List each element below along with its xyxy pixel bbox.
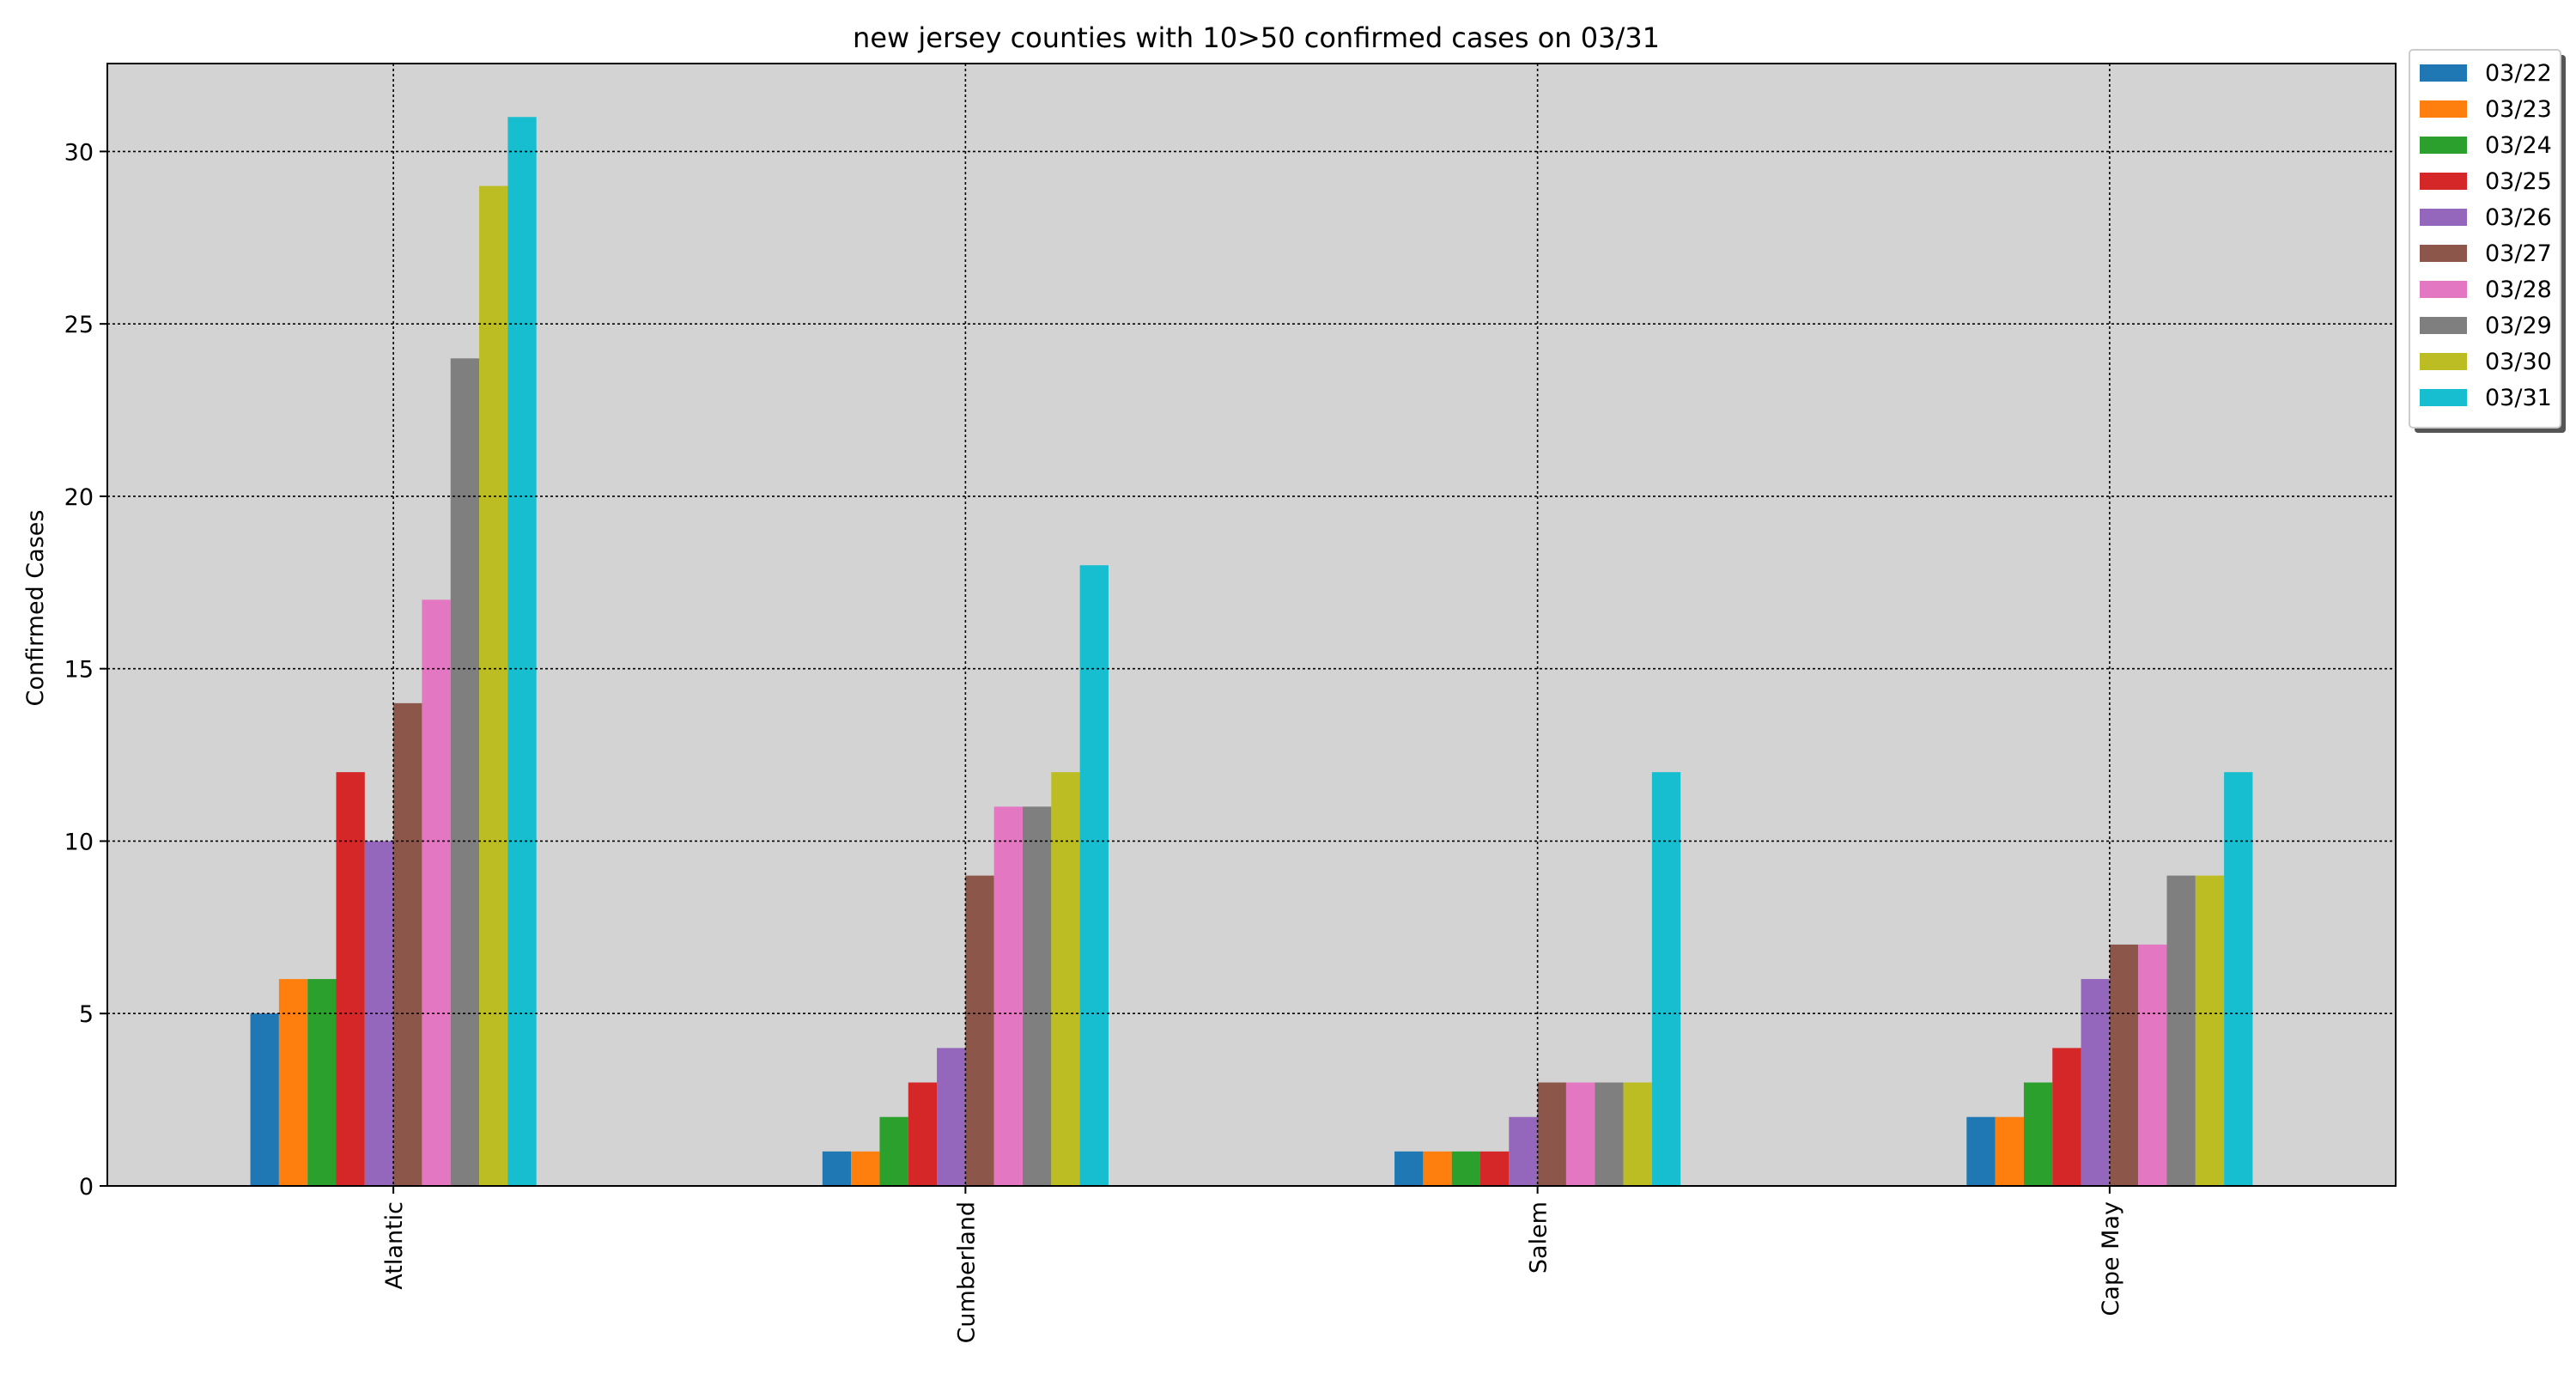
bar-03-29-salem [1595, 1082, 1624, 1186]
bar-03-25-atlantic [336, 772, 365, 1186]
bar-03-31-cape-may [2224, 772, 2253, 1186]
bar-03-31-salem [1651, 772, 1681, 1186]
bar-03-25-cape-may [2052, 1048, 2081, 1186]
legend-label-03-29: 03/29 [2485, 313, 2552, 339]
legend-swatch-03-23 [2420, 100, 2467, 118]
bar-03-29-atlantic [450, 358, 480, 1186]
bar-03-23-atlantic [278, 979, 308, 1186]
bar-03-26-cumberland [937, 1048, 966, 1186]
legend-swatch-03-28 [2420, 281, 2467, 298]
bar-03-22-atlantic [250, 1013, 279, 1186]
y-tick-label: 15 [64, 657, 94, 684]
bar-03-31-cumberland [1079, 565, 1109, 1186]
y-tick-label: 5 [79, 1001, 94, 1028]
x-tick-label-salem: Salem [1526, 1201, 1552, 1274]
legend-label-03-22: 03/22 [2485, 60, 2552, 87]
legend-label-03-25: 03/25 [2485, 168, 2552, 195]
bar-03-29-cumberland [1023, 806, 1052, 1186]
legend-swatch-03-31 [2420, 389, 2467, 406]
legend-label-03-24: 03/24 [2485, 132, 2552, 159]
x-tick-label-cape-may: Cape May [2098, 1201, 2124, 1316]
x-tick-label-atlantic: Atlantic [381, 1201, 408, 1290]
bar-03-25-cumberland [908, 1082, 938, 1186]
bar-03-24-atlantic [307, 979, 337, 1186]
legend-label-03-27: 03/27 [2485, 240, 2552, 267]
y-tick-label: 10 [64, 829, 94, 855]
bar-03-22-salem [1394, 1151, 1424, 1186]
bar-03-28-cumberland [993, 806, 1023, 1186]
bar-03-24-cumberland [879, 1116, 908, 1186]
bar-03-26-atlantic [364, 841, 394, 1186]
legend-swatch-03-24 [2420, 137, 2467, 154]
bar-03-27-atlantic [393, 702, 422, 1186]
bar-03-26-cape-may [2081, 979, 2110, 1186]
bar-03-30-cape-may [2195, 875, 2225, 1186]
bar-03-31-atlantic [507, 117, 537, 1187]
bar-03-23-cumberland [851, 1151, 880, 1186]
bar-03-27-cape-may [2109, 944, 2139, 1186]
legend-label-03-28: 03/28 [2485, 277, 2552, 303]
y-tick-label: 30 [64, 139, 94, 166]
legend-swatch-03-27 [2420, 245, 2467, 262]
bar-03-22-cumberland [822, 1151, 852, 1186]
bar-03-29-cape-may [2166, 875, 2196, 1186]
y-tick-label: 20 [64, 484, 94, 511]
bar-03-30-salem [1623, 1082, 1652, 1186]
y-tick-label: 0 [79, 1174, 94, 1201]
bar-03-24-cape-may [2023, 1082, 2053, 1186]
legend-swatch-03-26 [2420, 209, 2467, 226]
legend-label-03-30: 03/30 [2485, 349, 2552, 375]
plot-frame [106, 63, 2397, 1187]
bar-03-28-cape-may [2138, 944, 2167, 1186]
y-axis-label: Confirmed Cases [22, 510, 49, 707]
legend-label-03-23: 03/23 [2485, 96, 2552, 123]
bar-03-27-salem [1537, 1082, 1566, 1186]
y-tick-label: 25 [64, 312, 94, 338]
bar-03-28-atlantic [422, 599, 451, 1186]
bar-03-27-cumberland [965, 875, 994, 1186]
bar-03-28-salem [1565, 1082, 1595, 1186]
x-tick-label-cumberland: Cumberland [953, 1201, 980, 1343]
legend-label-03-26: 03/26 [2485, 204, 2552, 231]
bar-03-30-cumberland [1051, 772, 1080, 1186]
legend-swatch-03-22 [2420, 64, 2467, 82]
legend-label-03-31: 03/31 [2485, 385, 2552, 411]
bar-03-23-cape-may [1995, 1116, 2024, 1186]
bar-03-25-salem [1480, 1151, 1510, 1186]
bar-03-24-salem [1451, 1151, 1480, 1186]
bar-03-23-salem [1423, 1151, 1452, 1186]
bar-03-30-atlantic [479, 185, 508, 1187]
legend-swatch-03-30 [2420, 353, 2467, 370]
chart-title: new jersey counties with 10>50 confirmed… [853, 21, 1660, 54]
bar-03-26-salem [1509, 1116, 1538, 1186]
legend-swatch-03-29 [2420, 317, 2467, 334]
bar-03-22-cape-may [1966, 1116, 1996, 1186]
legend-swatch-03-25 [2420, 173, 2467, 190]
